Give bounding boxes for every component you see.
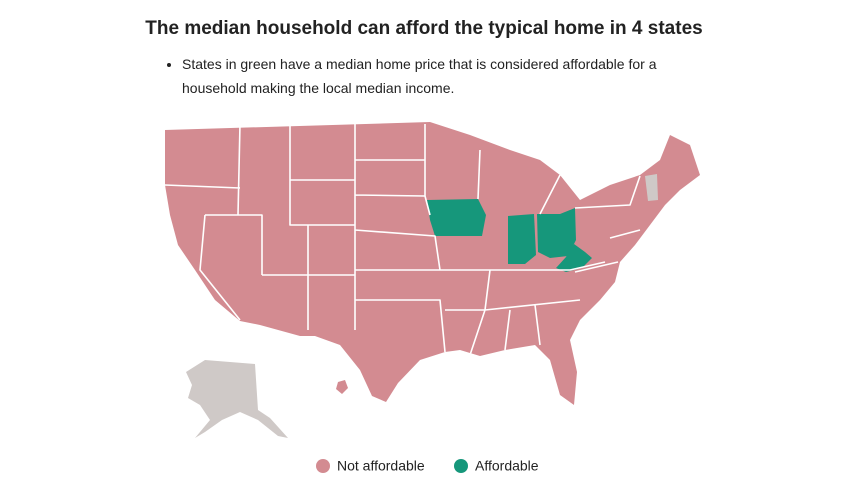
legend-label: Affordable — [475, 458, 539, 474]
us-outline — [165, 122, 700, 405]
state-affordable — [537, 208, 576, 258]
note: States in green have a median home price… — [182, 52, 682, 100]
note-list: States in green have a median home price… — [168, 52, 682, 100]
state-affordable — [556, 244, 592, 272]
map-title: The median household can afford the typi… — [145, 18, 703, 39]
legend-marker — [454, 459, 468, 473]
alaska — [186, 360, 288, 438]
legend-label: Not affordable — [337, 458, 425, 474]
hawaii — [336, 380, 348, 394]
legend-marker — [316, 459, 330, 473]
state-no-data — [645, 174, 658, 201]
state-affordable — [508, 214, 536, 264]
state-affordable — [427, 199, 486, 236]
state-borders — [164, 123, 641, 356]
